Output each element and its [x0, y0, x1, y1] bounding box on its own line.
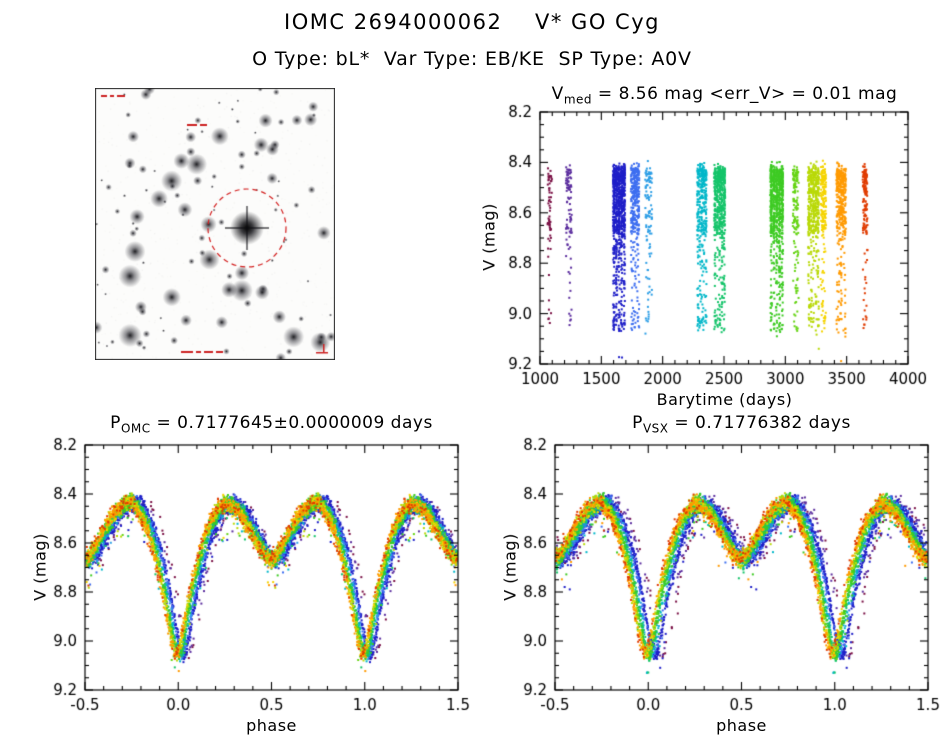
- phase-omc-title-symbol: P: [110, 413, 121, 433]
- page-title: IOMC 2694000062 V* GO Cyg: [284, 10, 660, 34]
- phase-omc-ylabel: V (mag): [30, 533, 50, 601]
- timeseries-title-symbol: V: [551, 84, 564, 104]
- timeseries-ylabel: V (mag): [479, 203, 499, 271]
- page-subtitle: O Type: bL* Var Type: EB/KE SP Type: A0V: [252, 48, 692, 70]
- phase-omc-xlabel: phase: [246, 716, 297, 735]
- phase-omc-title: POMC = 0.7177645±0.0000009 days: [49, 413, 494, 435]
- phase-vsx-ylabel: V (mag): [500, 533, 520, 601]
- timeseries-title-value: = 8.56 mag <err_V> = 0.01 mag: [592, 84, 898, 104]
- timeseries-xlabel: Barytime (days): [656, 390, 793, 409]
- phase-vsx-title-value: = 0.71776382 days: [668, 413, 851, 433]
- phase-vsx-title-subscript: VSX: [642, 421, 669, 436]
- finder-chart-image: [95, 88, 335, 360]
- timeseries-title-subscript: med: [563, 92, 593, 107]
- timeseries-title: Vmed = 8.56 mag <err_V> = 0.01 mag: [502, 84, 944, 106]
- phase-vsx-xlabel: phase: [716, 716, 767, 735]
- phase-vsx-title: PVSX = 0.71776382 days: [519, 413, 944, 435]
- phase-omc-plot: [27, 436, 472, 736]
- phase-vsx-plot: [497, 436, 942, 736]
- phase-omc-title-subscript: OMC: [120, 421, 151, 436]
- phase-omc-title-value: = 0.7177645±0.0000009 days: [150, 413, 433, 433]
- timeseries-plot: [482, 103, 927, 403]
- phase-vsx-title-symbol: P: [632, 413, 643, 433]
